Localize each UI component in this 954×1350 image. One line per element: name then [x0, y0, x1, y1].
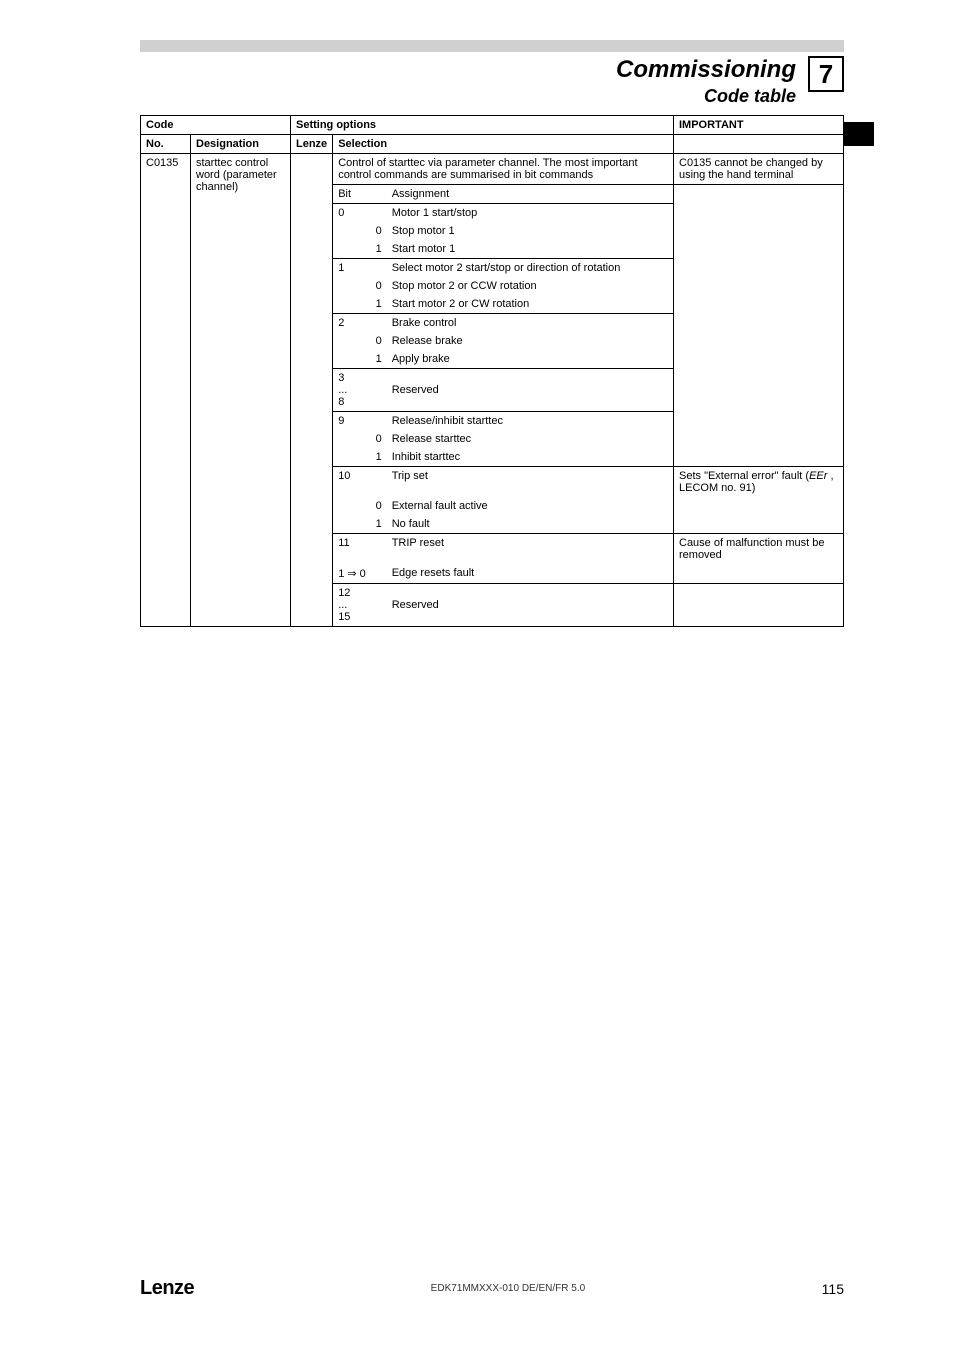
th-setting: Setting options: [291, 116, 674, 135]
cell-bit2-label: Brake control: [387, 314, 674, 333]
cell-bit11: 11: [333, 534, 361, 565]
th-code: Code: [141, 116, 291, 135]
cell-bit11-label: TRIP reset: [387, 534, 674, 565]
th-lenze: Lenze: [291, 135, 333, 154]
cell-bit10-label: Trip set: [387, 467, 674, 498]
cell-bit3-8: 3 ... 8: [333, 369, 361, 412]
page-number: 115: [822, 1281, 844, 1297]
cell-assign-label: Assignment: [387, 185, 674, 204]
cell-bit3-8-label: Reserved: [387, 369, 674, 412]
page-footer: Lenze EDK71MMXXX-010 DE/EN/FR 5.0 115: [140, 1277, 844, 1300]
th-designation: Designation: [191, 135, 291, 154]
title-row: Commissioning Code table 7: [140, 56, 844, 107]
cell-bit12-15: 12 ... 15: [333, 584, 361, 627]
cell-bit9-0: Release starttec: [387, 430, 674, 448]
cell-bit11-edge: 1 ⇒ 0: [333, 564, 387, 584]
cell-bit9: 9: [333, 412, 361, 431]
cell-bit1: 1: [333, 259, 361, 278]
cell-lenze: [291, 154, 333, 627]
cell-bit0-0: Stop motor 1: [387, 222, 674, 240]
th-important: IMPORTANT: [674, 116, 844, 135]
cell-bit0: 0: [333, 204, 361, 223]
cell-bit1-0: Stop motor 2 or CCW rotation: [387, 277, 674, 295]
cell-bit9-label: Release/inhibit starttec: [387, 412, 674, 431]
cell-bit10-imp: Sets "External error" fault (EEr , LECOM…: [674, 467, 844, 498]
chapter-number-box: 7: [808, 56, 844, 92]
cell-bit-label: Bit: [333, 185, 361, 204]
th-selection: Selection: [333, 135, 674, 154]
cell-bit10: 10: [333, 467, 361, 498]
cell-bit2: 2: [333, 314, 361, 333]
cell-bit2-0: Release brake: [387, 332, 674, 350]
lenze-logo: Lenze: [140, 1277, 194, 1300]
page-subtitle: Code table: [616, 86, 796, 107]
cell-bit10-0: External fault active: [387, 497, 674, 515]
black-side-tab: [844, 122, 874, 146]
cell-bit2-1: Apply brake: [387, 350, 674, 369]
cell-designation: starttec control word (parameter channel…: [191, 154, 291, 627]
cell-bit0-label: Motor 1 start/stop: [387, 204, 674, 223]
cell-sel-intro: Control of starttec via parameter channe…: [333, 154, 674, 185]
cell-imp-intro: C0135 cannot be changed by using the han…: [674, 154, 844, 185]
cell-bit9-1: Inhibit starttec: [387, 448, 674, 467]
th-important-blank: [674, 135, 844, 154]
header-grey-bar: [140, 40, 844, 52]
code-table: Code Setting options IMPORTANT No. Desig…: [140, 115, 844, 627]
cell-bit11-0: Edge resets fault: [387, 564, 674, 584]
cell-bit11-imp: Cause of malfunction must be removed: [674, 534, 844, 565]
cell-bit0-1: Start motor 1: [387, 240, 674, 259]
cell-bit1-label: Select motor 2 start/stop or direction o…: [387, 259, 674, 278]
th-no: No.: [141, 135, 191, 154]
cell-bit12-15-label: Reserved: [387, 584, 674, 627]
cell-bit10-1: No fault: [387, 515, 674, 534]
cell-code-no: C0135: [141, 154, 191, 627]
page-title: Commissioning: [616, 56, 796, 84]
doc-id: EDK71MMXXX-010 DE/EN/FR 5.0: [431, 1283, 586, 1294]
cell-bit1-1: Start motor 2 or CW rotation: [387, 295, 674, 314]
